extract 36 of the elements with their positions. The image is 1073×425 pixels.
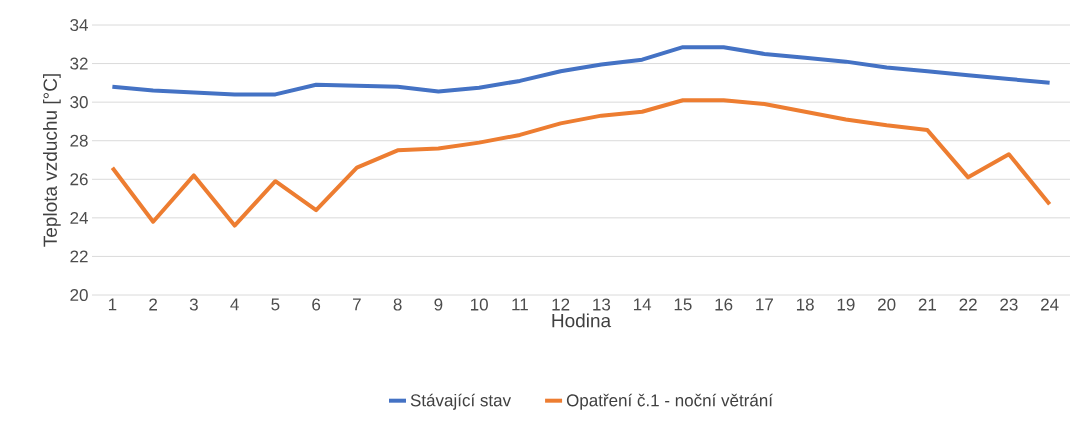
x-tick-label: 20 [878,298,896,311]
x-tick-label: 18 [796,298,814,311]
x-tick-label: 16 [715,298,733,311]
x-tick-label: 21 [918,298,937,311]
x-tick-label: 17 [756,298,773,311]
y-tick-label: 20 [70,288,88,302]
x-tick-label: 14 [633,298,652,311]
x-tick-label: 7 [353,298,361,311]
y-tick-label: 32 [70,57,88,70]
legend-label: Opatření č.1 - noční větrání [566,393,773,410]
y-tick-label: 26 [70,173,88,186]
x-tick-label: 11 [512,298,528,311]
x-tick-label: 8 [393,298,402,311]
x-tick-label: 1 [108,298,117,311]
legend-label: Stávající stav [410,393,512,410]
x-tick-label: 24 [1041,298,1059,311]
y-tick-label: 22 [70,250,88,263]
x-axis-title: Hodina [552,313,612,328]
x-tick-label: 9 [434,298,443,311]
x-tick-label: 2 [149,298,157,311]
x-tick-label: 22 [959,298,977,311]
x-tick-label: 4 [230,298,239,311]
x-tick-label: 12 [552,298,570,311]
x-tick-label: 13 [593,298,611,311]
y-tick-label: 34 [70,18,88,32]
y-axis-title: Teplota vzduchu [°C] [43,74,61,247]
y-tick-label: 28 [70,134,88,147]
x-tick-label: 23 [1000,298,1018,311]
x-tick-label: 6 [312,298,321,311]
x-tick-label: 5 [271,298,280,311]
x-tick-label: 3 [189,298,198,311]
x-tick-label: 10 [470,298,488,311]
x-tick-label: 15 [674,298,692,311]
y-tick-label: 24 [70,211,88,224]
y-tick-label: 30 [70,96,88,109]
x-tick-label: 19 [837,298,855,311]
